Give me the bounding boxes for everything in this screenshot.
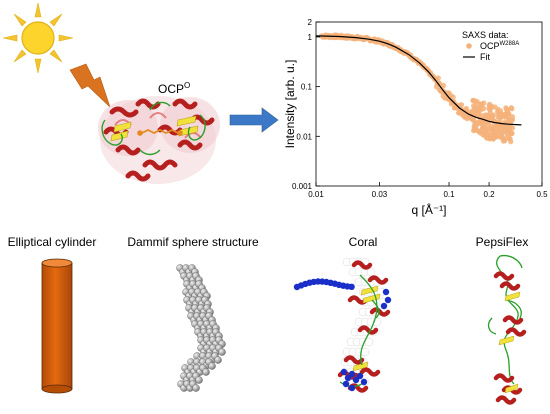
coral-tail-bead-23 — [384, 296, 392, 304]
coral-tail-bead-24 — [380, 302, 388, 310]
chart-frame — [315, 21, 543, 187]
coral-envelope-bead-24 — [354, 317, 364, 327]
elliptical-cylinder-model — [41, 258, 73, 394]
data-point-433 — [506, 111, 512, 117]
y-tick-label-4: 2 — [308, 18, 313, 27]
coral-envelope-bead-5 — [354, 267, 364, 277]
data-point-444 — [508, 139, 514, 145]
x-tick-label-0: 0.01 — [308, 190, 324, 199]
data-point-449 — [509, 106, 515, 112]
coral-tail-bead-13 — [348, 283, 355, 290]
x-tick-label-2: 0.1 — [443, 190, 455, 199]
coral-envelope-bead-0 — [342, 257, 352, 267]
dammif-bead-117 — [192, 384, 200, 392]
lightning-bolt-icon — [69, 63, 111, 108]
coral-tail-bead-21 — [348, 384, 356, 392]
coral-tail-bead-19 — [360, 378, 368, 386]
coral-envelope-bead-20 — [358, 307, 368, 317]
x-axis-label: q [Å⁻¹] — [411, 202, 446, 217]
data-point-204 — [441, 82, 447, 89]
coral-tail-bead-16 — [348, 370, 356, 378]
data-point-307 — [481, 100, 487, 106]
coral-envelope-bead-32 — [346, 337, 356, 347]
y-tick-label-1: 0.01 — [296, 132, 312, 141]
coral-tail-bead-17 — [352, 376, 360, 384]
chart-legend: SAXS data: OCPW288A Fit — [462, 30, 519, 62]
data-point-195 — [435, 75, 441, 81]
coral-tail-bead-14 — [340, 368, 348, 376]
y-tick-label-2: 0.1 — [301, 83, 313, 92]
coral-tail-bead-15 — [344, 374, 352, 382]
ocp-protein-structure — [98, 96, 220, 184]
y-axis-label: Intensity [arb. u.] — [283, 60, 297, 149]
data-point-450 — [509, 130, 515, 136]
fit-curve — [315, 35, 522, 126]
data-point-220 — [450, 94, 456, 100]
label-dammif-sphere-structure: Dammif sphere structure — [127, 235, 259, 249]
label-elliptical-cylinder: Elliptical cylinder — [8, 235, 97, 249]
data-point-452 — [509, 117, 516, 123]
x-tick-label-3: 0.2 — [484, 190, 496, 199]
legend-series-fit: Fit — [480, 52, 490, 62]
x-tick-label-4: 0.5 — [536, 190, 548, 199]
data-point-355 — [490, 112, 496, 118]
dammif-bead-81 — [218, 348, 226, 356]
label-pepsiflex: PepsiFlex — [476, 235, 529, 249]
dammif-bead-97 — [208, 362, 216, 370]
dammif-bead-111 — [195, 376, 203, 384]
coral-envelope-bead-8 — [354, 277, 364, 287]
ocp-state-label: OCPO — [158, 81, 190, 96]
sun-icon — [2, 2, 74, 74]
coral-model — [293, 257, 392, 393]
data-point-308 — [481, 106, 487, 112]
data-point-453 — [509, 125, 516, 131]
y-tick-label-3: 1 — [308, 33, 313, 42]
legend-title: SAXS data: — [462, 30, 509, 40]
coral-envelope-bead-7 — [366, 267, 376, 277]
coral-tail-bead-22 — [382, 288, 390, 296]
data-point-242 — [463, 105, 469, 112]
coral-envelope-bead-37 — [348, 347, 358, 357]
data-point-234 — [459, 102, 465, 108]
coral-envelope-bead-36 — [342, 347, 352, 357]
data-point-332 — [485, 120, 492, 127]
coral-tail-bead-18 — [356, 372, 364, 380]
dammif-sphere-model — [176, 264, 226, 392]
label-coral: Coral — [349, 235, 378, 249]
legend-series-data: OCPW288A — [480, 41, 519, 51]
data-point-288 — [477, 111, 483, 118]
pepsiflex-model — [487, 254, 527, 405]
legend-marker-data — [466, 43, 472, 49]
coral-envelope-bead-4 — [348, 267, 358, 277]
x-tick-label-1: 0.03 — [372, 190, 388, 199]
right-arrow-icon — [229, 107, 279, 133]
dammif-bead-89 — [214, 356, 222, 364]
y-tick-label-0: 0.001 — [292, 182, 313, 191]
dammif-bead-105 — [202, 368, 210, 376]
coral-envelope-bead-33 — [352, 337, 362, 347]
coral-tail-bead-20 — [342, 380, 350, 388]
